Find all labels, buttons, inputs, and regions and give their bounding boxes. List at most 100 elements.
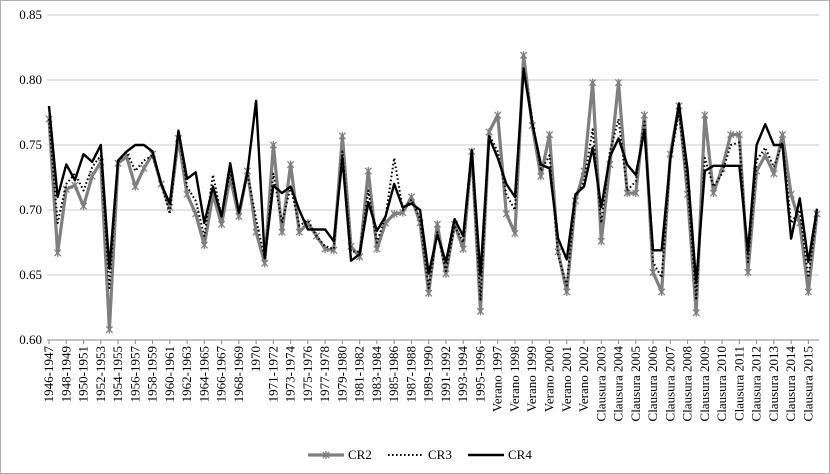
cr2-marker [597,237,605,246]
x-tick-label: 1960-1961 [162,346,177,402]
cr2-marker [588,78,597,87]
cr2-marker [727,130,735,139]
cr2-marker [390,209,398,218]
cr2-marker [735,130,743,139]
x-tick-label: 1964-1965 [196,346,211,402]
x-tick-label: Verano 1998 [507,346,522,412]
cr2-marker [364,167,372,175]
cr2-marker [485,128,493,136]
x-tick-label: 1970 [248,346,263,372]
x-tick-label: Clausura 2014 [783,346,798,422]
cr2-marker [502,209,511,218]
x-tick-label: 1962-1963 [179,346,194,402]
cr2-marker [278,228,286,237]
y-axis: 0.60 0.65 0.70 0.75 0.80 0.85 [19,7,42,347]
y-tick-label: 0.60 [19,332,42,347]
cr2-marker [476,307,485,316]
cr2-marker [545,130,554,139]
cr2-marker [88,172,96,181]
x-axis: 1946-1947 1948-1949 1950-1951 1952-1953 1954… [41,339,819,422]
x-tick-label: Clausura 2007 [662,346,677,422]
x-tick-label: Clausura 2015 [800,346,815,421]
y-tick-label: 0.70 [19,202,42,217]
x-tick-label: 1979-1980 [334,346,349,402]
cr2-marker [804,287,813,296]
cr2-marker [701,111,709,120]
x-tick-label: 1977-1978 [317,346,332,402]
cr2-marker [770,169,778,178]
cr3-line [48,66,818,302]
x-tick-label: Clausura 2011 [731,346,746,421]
cr2-marker [744,268,752,277]
x-tick-label: Verano 2002 [576,346,591,412]
cr2-marker [295,228,303,237]
cr2-marker [53,248,62,257]
x-tick-label: 1952-1953 [93,346,108,402]
x-tick-label: 1985-1986 [386,346,401,403]
cr2-marker [183,190,191,199]
cr2-marker [200,241,208,250]
cr2-marker [778,130,787,139]
cr2-marker [494,111,502,120]
legend-label-cr3: CR3 [428,447,452,462]
cr2-marker [658,287,666,296]
x-tick-label: 1981-1982 [352,346,367,402]
x-tick-label: Verano 1999 [524,346,539,412]
cr2-marker [519,51,528,60]
y-tick-label: 0.75 [19,137,42,152]
x-tick-label: 1995-1996 [472,346,487,403]
x-tick-label: Clausura 2012 [749,346,764,421]
cr2-marker [286,160,295,169]
x-tick-label: Clausura 2003 [593,346,608,421]
x-tick-label: 1991-1992 [438,346,453,402]
x-tick-label: 1987-1988 [403,346,418,402]
x-tick-label: Clausura 2008 [680,346,695,421]
x-tick-label: 1954-1955 [110,346,125,402]
cr2-marker [235,212,243,221]
cr2-marker [511,229,519,238]
x-tick-label: Clausura 2006 [645,346,660,422]
cr2-marker [692,308,700,317]
x-tick-label: 1966-1967 [214,346,229,403]
x-tick-label: Verano 1997 [490,346,505,413]
x-tick-label: 1983-1984 [369,346,384,403]
cr2-marker [614,78,623,87]
cr2-marker [433,220,441,229]
x-tick-label: 1975-1976 [300,346,315,403]
cr2-marker [79,202,88,211]
y-tick-label: 0.65 [19,267,42,282]
x-tick-label: Verano 2001 [559,346,574,412]
x-tick-label: Clausura 2005 [628,346,643,421]
legend-label-cr4: CR4 [508,447,532,462]
x-tick-label: 1993-1994 [455,346,470,403]
x-tick-label: Clausura 2010 [714,346,729,421]
y-tick-label: 0.80 [19,72,42,87]
cr2-marker [563,287,571,296]
x-tick-label: Verano 2000 [541,346,556,412]
cr2-marker [322,451,330,459]
cr2-marker [425,289,433,298]
cr2-marker [269,141,278,149]
cr2-marker [105,325,114,334]
legend-label-cr2: CR2 [348,447,372,462]
x-tick-label: 1948-1949 [58,346,73,402]
cr2-marker [459,245,467,253]
cr2-marker [261,259,269,268]
cr2-marker [338,131,347,140]
cr2-marker [71,181,79,190]
cr2-marker [649,268,657,277]
cr2-marker [709,189,718,198]
cr2-marker [623,189,631,198]
cr2-marker [131,182,139,191]
cr2-marker [217,220,226,229]
x-tick-label: 1971-1972 [265,346,280,402]
cr2-marker [373,245,381,253]
x-tick-label: 1973-1974 [283,346,298,403]
cr2-marker [537,172,545,181]
x-tick-label: 1950-1951 [76,346,91,402]
x-tick-label: 1989-1990 [421,346,436,402]
x-tick-label: Clausura 2009 [697,346,712,421]
x-tick-label: 1956-1957 [127,346,142,403]
